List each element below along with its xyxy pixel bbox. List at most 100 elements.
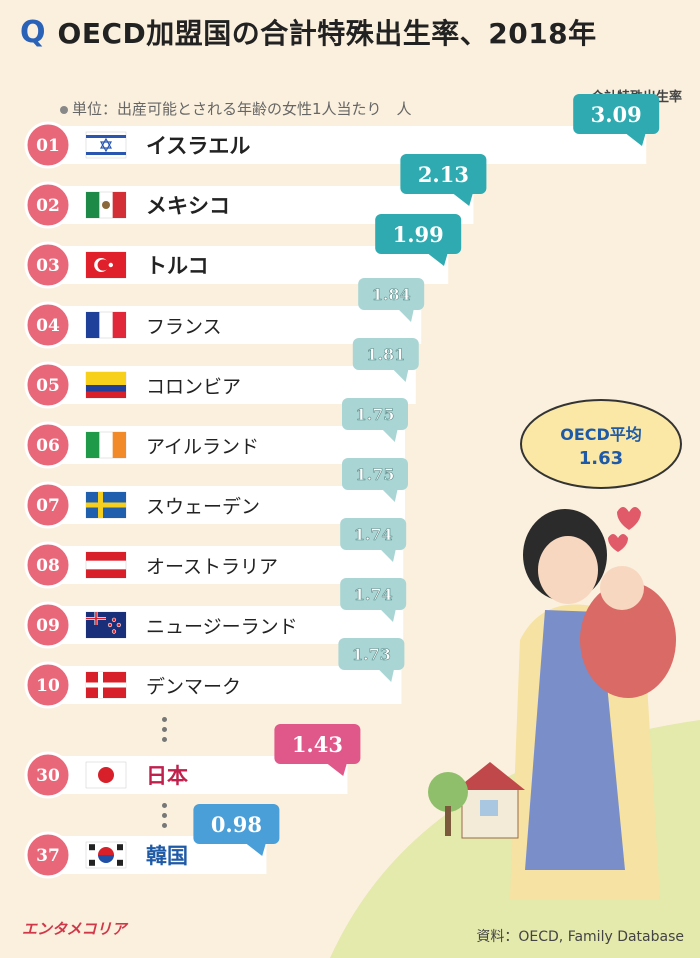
entame-korea-logo: エンタメコリア [22, 920, 129, 938]
rank-circle [24, 831, 72, 879]
data-label: 1.73 [352, 645, 391, 664]
header: Q OECD加盟国の合計特殊出生率、2018年 [20, 12, 597, 52]
bubble-tail [453, 194, 473, 206]
source-note: 資料：OECD, Family Database [476, 929, 684, 945]
rank-circle [24, 301, 72, 349]
new-zealand-flag-icon-part [116, 622, 121, 628]
rank-circle [24, 361, 72, 409]
dot-shape [162, 737, 167, 742]
mother-face-shape [538, 536, 598, 604]
mexico-flag-icon-part [112, 192, 126, 218]
tree-crown-shape [428, 772, 468, 812]
logo-text: エンタメコリア [22, 920, 129, 938]
bubble-tail [246, 844, 266, 856]
israel-flag-icon-part [99, 141, 113, 153]
colombia-flag-icon [85, 371, 127, 399]
value-bubble [340, 578, 407, 610]
new-zealand-flag-icon [85, 611, 127, 639]
data-label: 1.75 [356, 405, 395, 424]
dot-shape [162, 717, 167, 722]
colombia-flag-icon-part [86, 385, 126, 392]
rank-label: 03 [36, 256, 60, 276]
category-label: イスラエル [146, 134, 250, 158]
israel-flag-icon [85, 131, 127, 159]
value-bubble [193, 804, 280, 844]
value-bubble [342, 398, 408, 430]
colombia-flag-icon-part [86, 372, 126, 385]
ellipsis-dots [162, 717, 168, 747]
korea-flag-icon-part [117, 859, 123, 866]
baby-face-shape [600, 566, 644, 610]
dot-shape [162, 823, 167, 828]
house-illustration [455, 762, 525, 839]
data-label: 2.13 [418, 162, 469, 187]
bubble-tail [379, 670, 394, 682]
rank-label: 09 [36, 616, 60, 636]
data-label: 1.99 [393, 222, 444, 247]
rank-label: 05 [36, 376, 60, 396]
israel-flag-icon-part [86, 152, 126, 155]
rank-label: 02 [36, 196, 60, 216]
house-window-shape [480, 800, 498, 816]
chart-rows: 01 イスラエル 3.09 02 メキシコ 2.13 03 トルコ 1.99 04 フランス 1.84… [24, 94, 660, 879]
category-label: トルコ [146, 254, 209, 278]
france-flag-icon [85, 311, 127, 339]
bubble-tail [381, 610, 396, 622]
austria-flag-icon [85, 551, 127, 579]
bubble-tail [381, 550, 396, 562]
baby-wrap-shape [580, 582, 676, 698]
average-value: 1.63 [579, 448, 623, 469]
korea-flag-icon-part [89, 844, 95, 851]
rank-label: 30 [36, 766, 60, 786]
israel-flag-icon-part [99, 137, 113, 149]
bubble-tail [327, 764, 347, 776]
mother-illustration [510, 507, 676, 900]
heart-icon [608, 534, 628, 552]
dot-shape [162, 813, 167, 818]
category-label: スウェーデン [146, 496, 260, 518]
bullet-icon [60, 105, 68, 114]
category-label: オーストラリア [146, 556, 278, 578]
average-bubble: OECD平均 1.63 [520, 399, 682, 489]
denmark-flag-icon-part [86, 682, 126, 688]
dot-shape [162, 803, 167, 808]
bubble-tail [399, 310, 414, 322]
japan-flag-icon-part [98, 767, 114, 783]
austria-flag-icon-part [86, 552, 126, 561]
value-bubble [352, 338, 419, 370]
data-label: 0.98 [211, 812, 262, 837]
korea-flag-icon-part [117, 844, 123, 851]
value-bubble [342, 458, 408, 490]
category-label: ニュージーランド [146, 616, 298, 638]
category-label: 韓国 [146, 844, 188, 868]
rank-circle [24, 601, 72, 649]
average-label: OECD平均 [560, 425, 642, 444]
france-flag-icon-part [86, 312, 100, 338]
value-bubble [358, 278, 425, 310]
value-bubble [338, 638, 405, 670]
category-label: フランス [146, 316, 222, 338]
ireland-flag-icon-part [86, 432, 100, 458]
rank-circle [24, 241, 72, 289]
category-label: デンマーク [146, 676, 241, 698]
data-label: 3.09 [591, 102, 642, 127]
colombia-flag-icon-part [86, 391, 126, 398]
korea-flag-icon-part [98, 855, 114, 863]
israel-flag-icon-part [86, 135, 126, 138]
unit-note-text: 単位：出産可能とされる年齢の女性1人当たり 人 [72, 100, 412, 118]
data-label: 1.81 [366, 345, 405, 364]
rank-circle [24, 751, 72, 799]
sweden-flag-icon [85, 491, 127, 519]
rank-label: 04 [36, 316, 60, 336]
turkey-flag-icon [85, 251, 127, 279]
sweden-flag-icon-part [86, 502, 126, 508]
category-label: 日本 [146, 764, 188, 788]
category-label: メキシコ [146, 194, 230, 218]
category-label: アイルランド [146, 436, 259, 458]
category-label: コロンビア [146, 376, 241, 398]
bar [40, 126, 647, 164]
ireland-flag-icon-part [112, 432, 126, 458]
rank-circle [24, 181, 72, 229]
rank-label: 10 [36, 676, 60, 696]
bubble-tail [382, 430, 398, 442]
